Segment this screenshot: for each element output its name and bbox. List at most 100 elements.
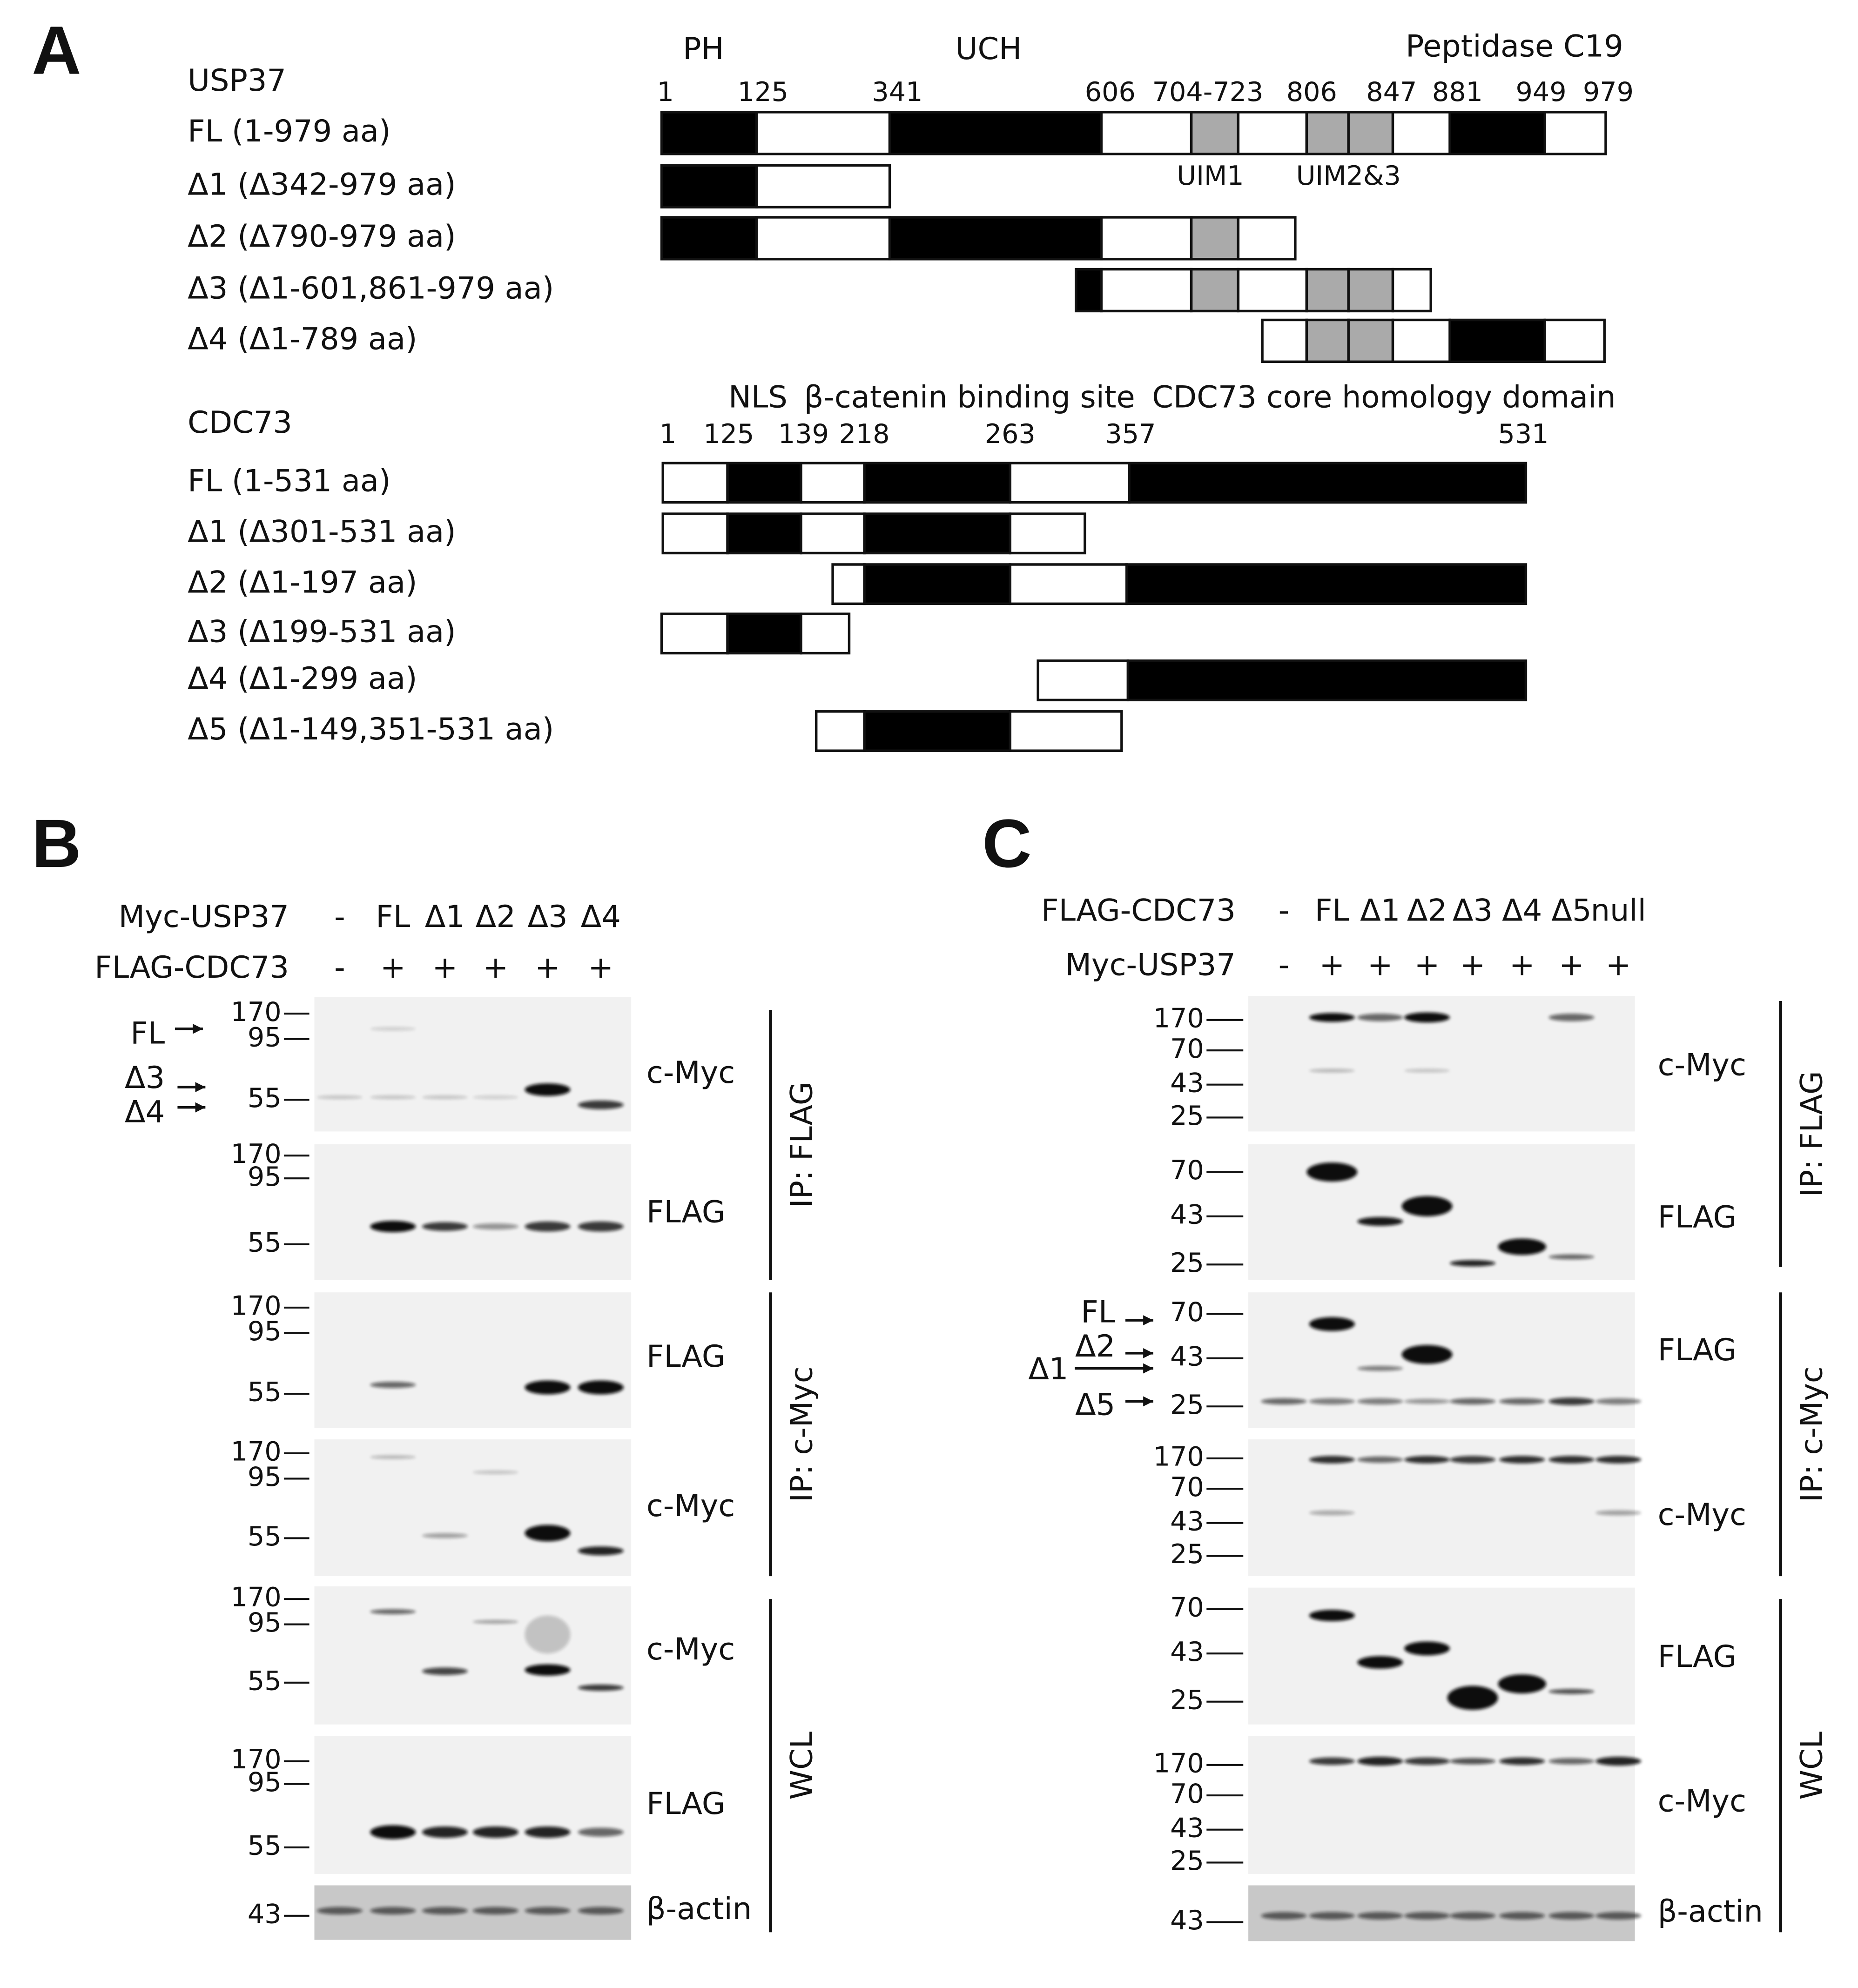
mw-marker: 55 <box>248 1083 282 1114</box>
domain-segment <box>1125 563 1528 605</box>
band <box>1447 1686 1498 1710</box>
band <box>1404 1912 1450 1920</box>
lane-label: - <box>1279 893 1290 928</box>
band <box>1357 1398 1403 1405</box>
domain-segment <box>1347 318 1394 363</box>
mw-marker: 25 <box>1170 1685 1204 1715</box>
domain-segment <box>1009 462 1131 504</box>
band <box>1595 1510 1642 1516</box>
band <box>1357 1912 1403 1920</box>
domain-segment <box>661 512 729 555</box>
band <box>1499 1398 1545 1405</box>
band <box>1548 1758 1595 1765</box>
mw-marker: 43 <box>1170 1199 1204 1230</box>
group-label: IP: FLAG <box>1794 1071 1830 1197</box>
band-arrow-label: Δ2 <box>1075 1329 1115 1364</box>
residue-position: 806 <box>1286 77 1337 107</box>
domain-segment <box>800 612 851 655</box>
mw-marker: 170 <box>231 997 282 1028</box>
panel-label: C <box>982 806 1031 882</box>
residue-position: 881 <box>1432 77 1483 107</box>
lane-label: + <box>1460 947 1486 983</box>
band <box>1595 1398 1642 1405</box>
band <box>1499 1456 1545 1464</box>
construct-label: Δ1 (Δ301-531 aa) <box>188 514 456 549</box>
domain-segment <box>863 512 1011 555</box>
antibody-label: FLAG <box>646 1786 726 1821</box>
lane-label: + <box>1319 947 1345 983</box>
mw-marker: 25 <box>1170 1248 1204 1278</box>
band <box>525 1664 571 1676</box>
band <box>1595 1757 1642 1766</box>
motif-label: UIM2&3 <box>1296 161 1401 191</box>
band <box>1548 1014 1595 1021</box>
row-label: FLAG-CDC73 <box>1041 893 1236 928</box>
blot <box>1248 1736 1635 1874</box>
band <box>525 1380 571 1395</box>
lane-label: + <box>380 950 406 985</box>
lane-label: + <box>1559 947 1584 983</box>
band <box>1401 1196 1453 1216</box>
lane-label: - <box>334 950 345 985</box>
lane-label: + <box>535 950 560 985</box>
antibody-label: β-actin <box>646 1891 752 1927</box>
domain-segment <box>1075 268 1103 313</box>
arrow-head <box>193 1023 203 1034</box>
mw-marker: 70 <box>1170 1472 1204 1503</box>
band <box>1357 1366 1403 1371</box>
lane-label: Δ5 <box>1551 893 1591 928</box>
mw-marker: 55 <box>248 1830 282 1861</box>
domain-segment <box>1448 318 1546 363</box>
construct-label: Δ3 (Δ1-601,861-979 aa) <box>188 271 554 306</box>
domain-segment <box>1126 659 1528 702</box>
band <box>472 1095 518 1099</box>
band <box>422 1907 468 1915</box>
lane-label: Δ1 <box>1360 893 1400 928</box>
domain-segment <box>1100 111 1193 155</box>
domain-segment <box>1305 318 1350 363</box>
band <box>578 1546 624 1556</box>
domain-label: NLS <box>728 380 788 415</box>
antibody-label: FLAG <box>1658 1199 1737 1235</box>
band <box>525 1615 571 1654</box>
mw-marker: 43 <box>1170 1637 1204 1667</box>
mw-marker: 70 <box>1170 1034 1204 1064</box>
mw-marker: 43 <box>1170 1506 1204 1537</box>
band <box>1450 1758 1496 1765</box>
lane-label: + <box>1606 947 1631 983</box>
band <box>525 1083 571 1096</box>
residue-position: 218 <box>839 419 890 450</box>
band <box>1357 1217 1403 1226</box>
domain-segment <box>661 462 729 504</box>
lane-label: + <box>588 950 613 985</box>
band <box>370 1609 416 1614</box>
domain-segment <box>1391 268 1432 313</box>
band <box>472 1223 518 1230</box>
antibody-label: FLAG <box>1658 1639 1737 1674</box>
band <box>1261 1912 1307 1920</box>
row-label: FLAG-CDC73 <box>94 950 289 985</box>
band <box>472 1470 518 1474</box>
band <box>1309 1757 1355 1765</box>
mw-marker: 43 <box>1170 1813 1204 1843</box>
mw-marker: 170 <box>231 1290 282 1321</box>
domain-segment <box>1237 268 1308 313</box>
mw-marker: 43 <box>1170 1905 1204 1936</box>
band <box>472 1907 518 1915</box>
domain-segment <box>1009 563 1128 605</box>
construct-label: Δ2 (Δ790-979 aa) <box>188 219 456 254</box>
band <box>1498 1674 1546 1693</box>
protein-name: USP37 <box>188 63 286 98</box>
band-arrow-label: Δ5 <box>1075 1387 1115 1422</box>
blot <box>314 1586 632 1725</box>
residue-position: 139 <box>778 419 829 450</box>
mw-marker: 70 <box>1170 1297 1204 1328</box>
band <box>1309 1610 1355 1621</box>
band <box>1450 1456 1496 1464</box>
mw-marker: 55 <box>248 1377 282 1408</box>
domain-segment <box>660 111 758 155</box>
band <box>370 1825 416 1840</box>
domain-segment <box>1347 268 1394 313</box>
